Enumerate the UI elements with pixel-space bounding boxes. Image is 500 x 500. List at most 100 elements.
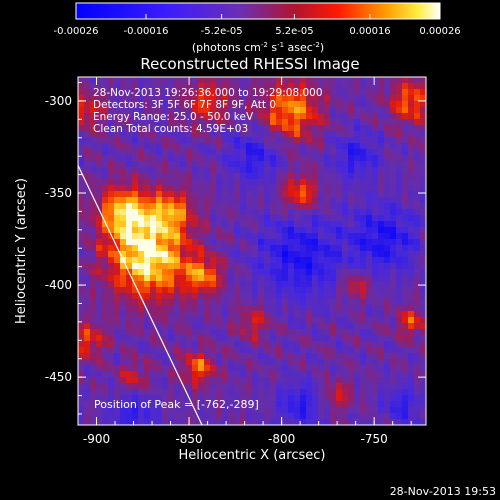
heatmap-cell — [216, 395, 223, 402]
heatmap-cell — [264, 323, 271, 330]
heatmap-cell — [210, 305, 217, 312]
heatmap-cell — [228, 143, 235, 150]
heatmap-cell — [96, 239, 103, 246]
heatmap-cell — [168, 239, 175, 246]
heatmap-cell — [384, 119, 391, 126]
heatmap-cell — [84, 407, 91, 414]
heatmap-cell — [330, 407, 337, 414]
heatmap-cell — [126, 401, 133, 408]
heatmap-cell — [228, 335, 235, 342]
heatmap-cell — [180, 305, 187, 312]
heatmap-cell — [234, 359, 241, 366]
heatmap-cell — [360, 167, 367, 174]
heatmap-cell — [132, 341, 139, 348]
heatmap-cell — [378, 161, 385, 168]
heatmap-cell — [366, 389, 373, 396]
heatmap-cell — [420, 137, 426, 144]
heatmap-cell — [156, 173, 163, 180]
colorbar-gradient — [75, 2, 441, 20]
heatmap-cell — [222, 359, 229, 366]
heatmap-cell — [354, 173, 361, 180]
heatmap-cell — [384, 167, 391, 174]
heatmap-cell — [90, 179, 97, 186]
heatmap-cell — [150, 281, 157, 288]
heatmap-cell — [324, 203, 331, 210]
heatmap-cell — [342, 215, 349, 222]
heatmap-cell — [342, 107, 349, 114]
heatmap-cell — [138, 413, 145, 420]
heatmap-cell — [96, 245, 103, 252]
heatmap-cell — [264, 371, 271, 378]
heatmap-cell — [306, 329, 313, 336]
heatmap-cell — [96, 359, 103, 366]
heatmap-cell — [84, 245, 91, 252]
heatmap-cell — [306, 155, 313, 162]
heatmap-cell — [138, 179, 145, 186]
heatmap-cell — [210, 401, 217, 408]
heatmap-cell — [378, 239, 385, 246]
heatmap-cell — [210, 245, 217, 252]
heatmap-cell — [126, 395, 133, 402]
heatmap-cell — [156, 155, 163, 162]
heatmap-cell — [108, 329, 115, 336]
heatmap-cell — [222, 179, 229, 186]
heatmap-cell — [282, 353, 289, 360]
heatmap-cell — [306, 263, 313, 270]
heatmap-cell — [354, 311, 361, 318]
heatmap-cell — [252, 125, 259, 132]
heatmap-cell — [420, 275, 426, 282]
heatmap-cell — [150, 275, 157, 282]
heatmap-cell — [378, 95, 385, 102]
heatmap-cell — [372, 125, 379, 132]
heatmap-cell — [372, 161, 379, 168]
heatmap-cell — [318, 263, 325, 270]
heatmap-cell — [336, 173, 343, 180]
heatmap-cell — [210, 365, 217, 372]
heatmap-cell — [156, 125, 163, 132]
heatmap-cell — [300, 389, 307, 396]
heatmap-cell — [156, 227, 163, 234]
heatmap-cell — [378, 89, 385, 96]
heatmap-cell — [132, 89, 139, 96]
heatmap-cell — [324, 215, 331, 222]
heatmap-cell — [360, 293, 367, 300]
heatmap-cell — [234, 155, 241, 162]
heatmap-cell — [354, 269, 361, 276]
heatmap-cell — [366, 299, 373, 306]
heatmap-cell — [228, 209, 235, 216]
heatmap-cell — [264, 353, 271, 360]
heatmap-cell — [354, 233, 361, 240]
heatmap-cell — [120, 353, 127, 360]
heatmap-cell — [132, 419, 139, 425]
heatmap-cell — [102, 167, 109, 174]
heatmap-cell — [222, 143, 229, 150]
heatmap-cell — [228, 311, 235, 318]
heatmap-cell — [138, 107, 145, 114]
heatmap-cell — [258, 407, 265, 414]
heatmap-cell — [258, 239, 265, 246]
heatmap-cell — [414, 239, 421, 246]
heatmap-cell — [120, 185, 127, 192]
heatmap-cell — [108, 245, 115, 252]
heatmap-cell — [354, 89, 361, 96]
heatmap-cell — [330, 293, 337, 300]
heatmap-cell — [234, 197, 241, 204]
heatmap-cell — [294, 119, 301, 126]
heatmap-cell — [192, 137, 199, 144]
heatmap-cell — [174, 275, 181, 282]
heatmap-cell — [360, 179, 367, 186]
heatmap-cell — [108, 119, 115, 126]
heatmap-cell — [144, 371, 151, 378]
heatmap-cell — [222, 227, 229, 234]
heatmap-cell — [408, 365, 415, 372]
heatmap-cell — [120, 143, 127, 150]
heatmap-cell — [258, 335, 265, 342]
heatmap-cell — [318, 179, 325, 186]
heatmap-cell — [180, 149, 187, 156]
heatmap-cell — [342, 281, 349, 288]
heatmap-cell — [90, 419, 97, 425]
heatmap-cell — [324, 83, 331, 90]
heatmap-cell — [282, 227, 289, 234]
heatmap-cell — [102, 401, 109, 408]
heatmap-cell — [354, 251, 361, 258]
